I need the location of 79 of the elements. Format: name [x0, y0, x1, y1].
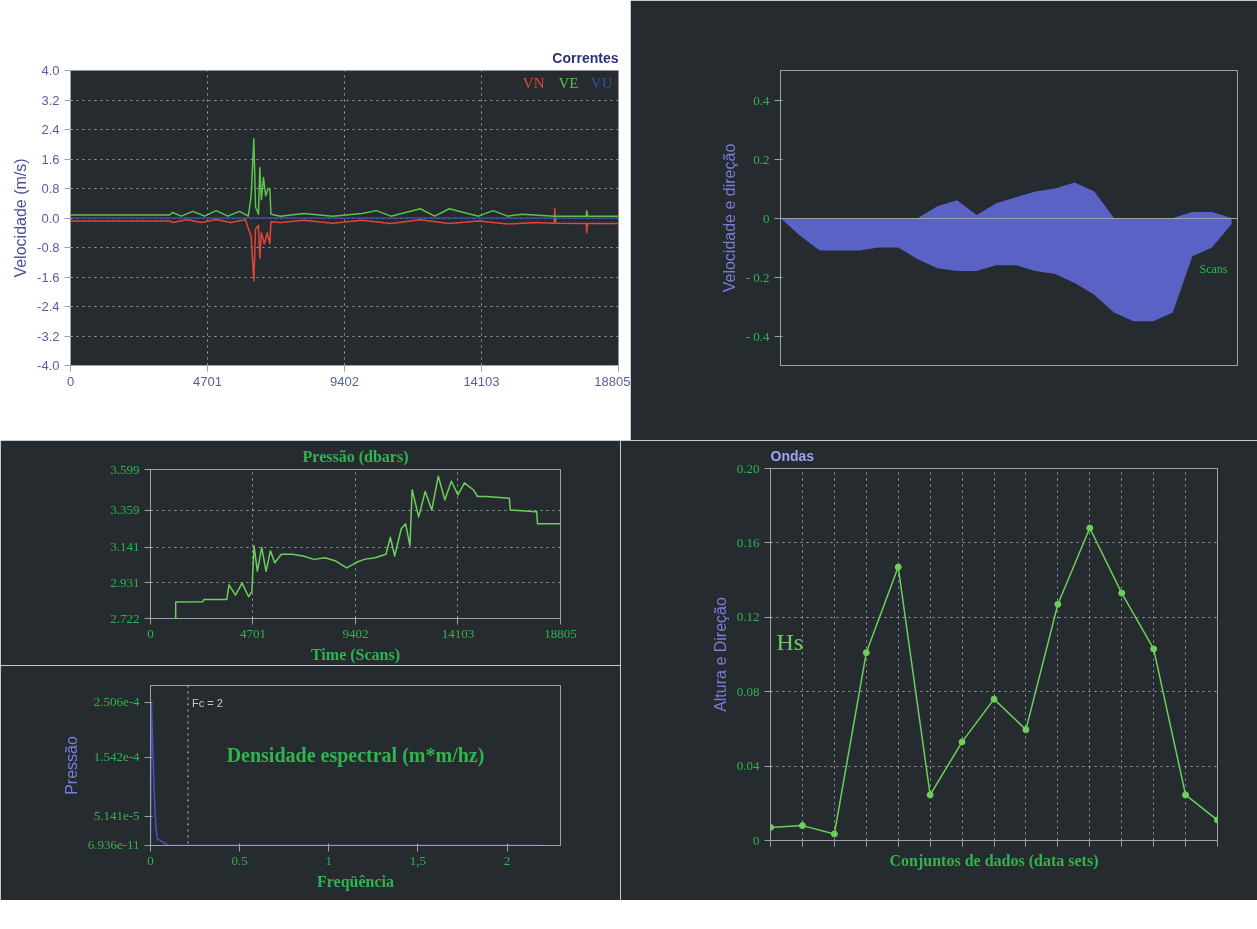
annotation: Fc = 2 [191, 696, 223, 709]
y-tick-label: 2.722 [110, 610, 140, 626]
point [1182, 791, 1190, 799]
y-tick-label: 2.506e-4 [93, 694, 140, 710]
x-tick-label: 1 [325, 852, 333, 868]
y-tick-label: 0 [753, 832, 760, 848]
y-tick-label: 0.08 [736, 683, 760, 699]
point [1150, 645, 1158, 653]
y-tick-label: 0.2 [753, 151, 770, 167]
x-tick-label: 9402 [330, 373, 359, 389]
x-tick-label: 18805 [544, 625, 577, 641]
y-tick-label: 3.2 [41, 92, 60, 108]
y-tick-label: -0.8 [37, 240, 60, 255]
y-tick-label: -2.4 [37, 299, 60, 314]
point [1118, 589, 1126, 597]
y-tick-label: -3.2 [37, 328, 60, 344]
line-series [70, 207, 619, 282]
y-tick-label: -4.0 [37, 358, 60, 373]
y-tick-label: 4.0 [41, 63, 60, 78]
chart-title: Correntes [552, 49, 619, 66]
y-tick-label: 0.0 [41, 210, 60, 226]
x-tick-label: 14103 [441, 625, 475, 641]
x-tick-label: 4701 [193, 373, 222, 389]
y-tick-label: - 0.2 [745, 269, 770, 285]
text: Densidade espectral (m*m/hz) [226, 743, 485, 767]
point [862, 649, 870, 657]
y-tick-label: 0.4 [753, 92, 770, 108]
y-tick-label: 1.6 [41, 151, 60, 167]
point [958, 738, 966, 746]
text: VN [522, 74, 545, 91]
point [990, 695, 998, 703]
x-tick-label: 9402 [342, 625, 369, 641]
text: VU [590, 74, 613, 91]
y-tick-label: 2.931 [110, 574, 140, 590]
x-tick-label: 0.5 [231, 852, 248, 868]
point [798, 822, 806, 830]
y-tick-label: 5.141e-5 [93, 808, 140, 824]
line-series [70, 137, 619, 221]
y-axis-title: Pressão [62, 736, 80, 795]
chart-title: Ondas [770, 447, 815, 464]
y-tick-label: - 0.4 [745, 328, 770, 344]
x-tick-label: 0 [147, 625, 154, 641]
x-tick-label: 18805 [594, 373, 631, 389]
y-tick-label: -1.6 [37, 269, 60, 285]
point [1022, 726, 1030, 734]
chart-title: Pressão (dbars) [302, 447, 409, 466]
y-tick-label: 3.599 [110, 461, 140, 477]
x-tick-label: 14103 [463, 373, 500, 389]
y-tick-label: 0.04 [736, 758, 760, 774]
point [830, 830, 838, 838]
x-tick-label: 0 [66, 373, 75, 389]
x-tick-label: 4701 [239, 625, 266, 641]
x-axis-title: Conjuntos de dados (data sets) [889, 851, 1099, 870]
y-tick-label: 0.12 [736, 609, 760, 625]
y-tick-label: 0.8 [41, 181, 60, 196]
point [1086, 524, 1094, 532]
y-tick-label: 0.16 [736, 534, 760, 550]
point [894, 563, 902, 571]
y-tick-label: 6.936e-11 [87, 837, 140, 853]
x-tick-label: 1,5 [409, 852, 427, 868]
x-axis-title: Time (Scans) [310, 645, 401, 664]
y-tick-label: 0 [763, 210, 770, 226]
y-tick-label: 3.141 [110, 539, 140, 555]
point [926, 791, 934, 799]
x-axis-title: Freqüência [316, 872, 395, 891]
y-tick-label: 1.542e-4 [93, 749, 140, 765]
text: Hs [776, 628, 804, 655]
y-axis-title: Velocidade (m/s) [12, 158, 30, 278]
y-tick-label: 2.4 [41, 122, 60, 137]
point [1054, 600, 1062, 608]
y-tick-label: 3.359 [110, 502, 140, 518]
y-axis-title: Altura e Direção [711, 597, 729, 712]
x-tick-label: 0 [147, 852, 154, 868]
text: VE [558, 74, 579, 91]
y-tick-label: 0.20 [736, 460, 760, 476]
x-tick-label: 2 [503, 852, 511, 868]
y-axis-title: Velocidade e direção [720, 143, 738, 293]
line-series [174, 475, 561, 619]
x-axis-title: Scans [1199, 262, 1228, 276]
